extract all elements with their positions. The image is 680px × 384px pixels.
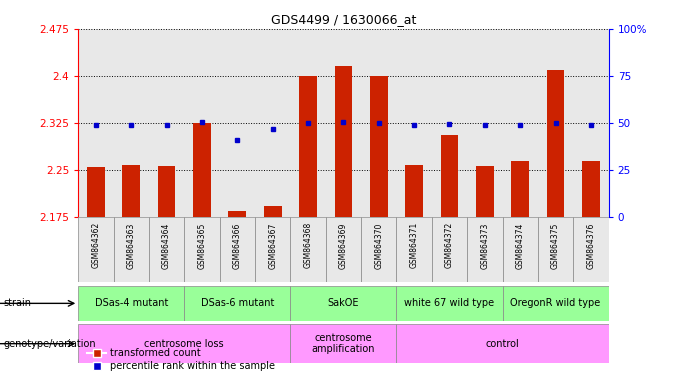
Bar xyxy=(335,66,352,217)
Bar xyxy=(78,324,290,363)
Text: white 67 wild type: white 67 wild type xyxy=(405,298,494,308)
Bar xyxy=(228,211,246,217)
Bar xyxy=(573,217,609,282)
Bar xyxy=(149,217,184,282)
Text: GSM864364: GSM864364 xyxy=(162,222,171,268)
Bar xyxy=(361,217,396,282)
Bar xyxy=(193,123,211,217)
Bar xyxy=(503,29,538,217)
Text: GSM864369: GSM864369 xyxy=(339,222,348,268)
Text: GSM864362: GSM864362 xyxy=(91,222,101,268)
Bar xyxy=(503,217,538,282)
Bar xyxy=(87,167,105,217)
Bar xyxy=(573,29,609,217)
Text: genotype/variation: genotype/variation xyxy=(3,339,96,349)
Bar xyxy=(432,217,467,282)
Bar xyxy=(299,76,317,217)
Bar xyxy=(78,29,114,217)
Text: control: control xyxy=(486,339,520,349)
Bar xyxy=(582,161,600,217)
Text: GSM864363: GSM864363 xyxy=(126,222,136,268)
Bar xyxy=(538,29,573,217)
Bar xyxy=(220,29,255,217)
Bar xyxy=(326,217,361,282)
Bar xyxy=(396,286,503,321)
Bar xyxy=(184,286,290,321)
Bar xyxy=(78,217,114,282)
Text: DSas-4 mutant: DSas-4 mutant xyxy=(95,298,168,308)
Bar xyxy=(476,166,494,217)
Bar xyxy=(396,217,432,282)
Bar xyxy=(432,29,467,217)
Text: GSM864365: GSM864365 xyxy=(197,222,207,268)
Legend: transformed count, percentile rank within the sample: transformed count, percentile rank withi… xyxy=(83,344,279,375)
Bar xyxy=(255,29,290,217)
Bar xyxy=(467,217,503,282)
Bar xyxy=(264,206,282,217)
Bar xyxy=(396,324,609,363)
Bar xyxy=(370,76,388,217)
Text: GSM864367: GSM864367 xyxy=(268,222,277,268)
Bar xyxy=(114,217,149,282)
Bar xyxy=(78,286,184,321)
Text: centrosome
amplification: centrosome amplification xyxy=(311,333,375,354)
Bar xyxy=(503,286,609,321)
Text: centrosome loss: centrosome loss xyxy=(144,339,224,349)
Text: GSM864366: GSM864366 xyxy=(233,222,242,268)
Bar xyxy=(114,29,149,217)
Text: GSM864370: GSM864370 xyxy=(374,222,384,268)
Bar xyxy=(290,217,326,282)
Text: GSM864374: GSM864374 xyxy=(515,222,525,268)
Text: OregonR wild type: OregonR wild type xyxy=(511,298,600,308)
Bar xyxy=(467,29,503,217)
Bar xyxy=(361,29,396,217)
Bar xyxy=(290,286,396,321)
Text: GSM864372: GSM864372 xyxy=(445,222,454,268)
Bar xyxy=(326,29,361,217)
Text: SakOE: SakOE xyxy=(328,298,359,308)
Bar xyxy=(184,217,220,282)
Text: strain: strain xyxy=(3,298,31,308)
Text: GSM864373: GSM864373 xyxy=(480,222,490,268)
Bar xyxy=(441,136,458,217)
Title: GDS4499 / 1630066_at: GDS4499 / 1630066_at xyxy=(271,13,416,26)
Bar xyxy=(184,29,220,217)
Bar xyxy=(396,29,432,217)
Bar xyxy=(290,324,396,363)
Text: DSas-6 mutant: DSas-6 mutant xyxy=(201,298,274,308)
Text: GSM864368: GSM864368 xyxy=(303,222,313,268)
Text: GSM864375: GSM864375 xyxy=(551,222,560,268)
Bar xyxy=(255,217,290,282)
Bar xyxy=(290,29,326,217)
Bar xyxy=(158,166,175,217)
Bar xyxy=(405,165,423,217)
Bar xyxy=(122,165,140,217)
Bar xyxy=(220,217,255,282)
Bar xyxy=(511,161,529,217)
Bar xyxy=(538,217,573,282)
Text: GSM864376: GSM864376 xyxy=(586,222,596,268)
Text: GSM864371: GSM864371 xyxy=(409,222,419,268)
Bar xyxy=(547,70,564,217)
Bar xyxy=(149,29,184,217)
